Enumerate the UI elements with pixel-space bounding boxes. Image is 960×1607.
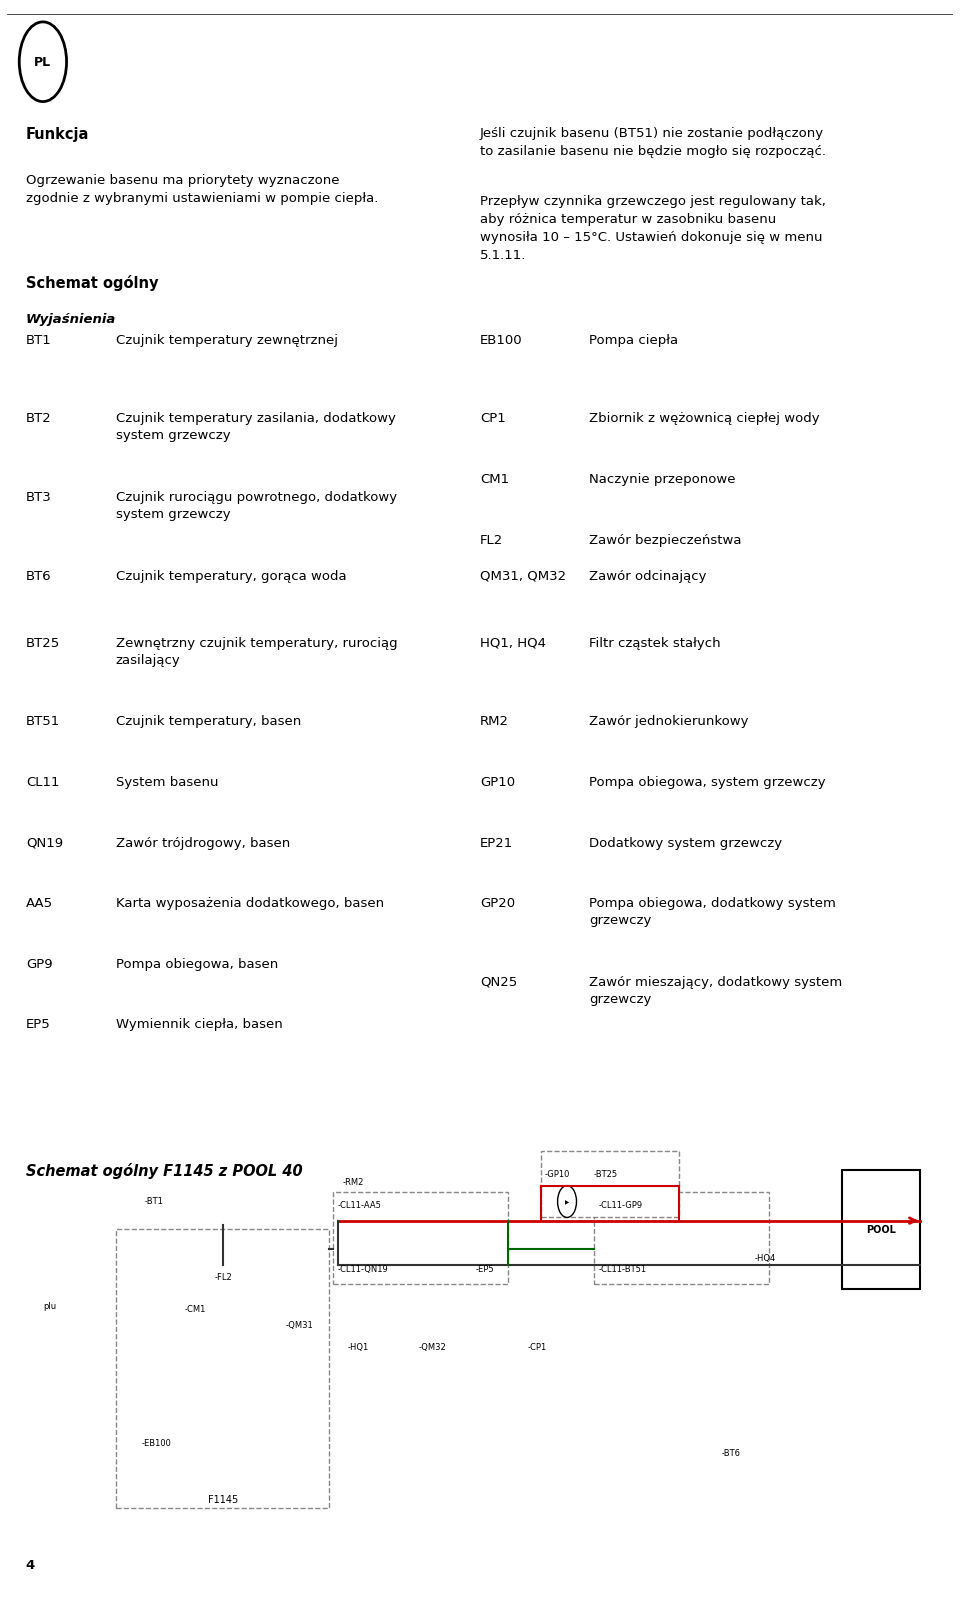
- Text: -BT25: -BT25: [593, 1168, 617, 1178]
- Text: -GP10: -GP10: [544, 1168, 569, 1178]
- Text: Pompa ciepła: Pompa ciepła: [588, 334, 678, 347]
- Text: F1145: F1145: [207, 1495, 238, 1504]
- Text: EP21: EP21: [480, 836, 514, 848]
- Bar: [593, 1192, 769, 1284]
- Text: Jeśli czujnik basenu (BT51) nie zostanie podłączony
to zasilanie basenu nie będz: Jeśli czujnik basenu (BT51) nie zostanie…: [480, 127, 826, 157]
- Text: BT6: BT6: [26, 569, 52, 583]
- Bar: [842, 1170, 920, 1289]
- Text: CL11: CL11: [26, 776, 60, 789]
- Text: GP9: GP9: [26, 958, 53, 971]
- Text: Czujnik temperatury zewnętrznej: Czujnik temperatury zewnętrznej: [116, 334, 338, 347]
- Text: -CL11-AA5: -CL11-AA5: [338, 1200, 382, 1210]
- Text: Schemat ogólny F1145 z POOL 40: Schemat ogólny F1145 z POOL 40: [26, 1162, 302, 1178]
- Text: EP5: EP5: [26, 1017, 51, 1030]
- Text: Karta wyposażenia dodatkowego, basen: Karta wyposażenia dodatkowego, basen: [116, 897, 384, 910]
- Text: QN25: QN25: [480, 975, 517, 988]
- Text: -BT6: -BT6: [721, 1448, 740, 1456]
- Text: Czujnik temperatury, gorąca woda: Czujnik temperatury, gorąca woda: [116, 569, 347, 583]
- Text: Filtr cząstek stałych: Filtr cząstek stałych: [588, 636, 720, 649]
- Text: Zawór odcinający: Zawór odcinający: [588, 569, 707, 583]
- Text: BT25: BT25: [26, 636, 60, 649]
- Text: EB100: EB100: [480, 334, 522, 347]
- Text: -RM2: -RM2: [343, 1176, 364, 1186]
- Text: Schemat ogólny: Schemat ogólny: [26, 275, 158, 291]
- Text: -CL11-QN19: -CL11-QN19: [338, 1265, 389, 1273]
- Text: Naczynie przeponowe: Naczynie przeponowe: [588, 472, 735, 485]
- Text: PL: PL: [35, 56, 52, 69]
- Text: FL2: FL2: [480, 534, 503, 546]
- Text: System basenu: System basenu: [116, 776, 218, 789]
- Text: -EB100: -EB100: [141, 1438, 171, 1448]
- Text: Czujnik temperatury, basen: Czujnik temperatury, basen: [116, 715, 301, 728]
- Text: -CP1: -CP1: [527, 1342, 546, 1351]
- Text: BT1: BT1: [26, 334, 52, 347]
- Text: Czujnik rurociągu powrotnego, dodatkowy
system grzewczy: Czujnik rurociągu powrotnego, dodatkowy …: [116, 490, 396, 521]
- Text: -CM1: -CM1: [185, 1305, 206, 1313]
- Text: CM1: CM1: [480, 472, 509, 485]
- Text: 4: 4: [26, 1559, 36, 1572]
- Text: BT3: BT3: [26, 490, 52, 505]
- Text: BT2: BT2: [26, 413, 52, 426]
- Text: Pompa obiegowa, dodatkowy system
grzewczy: Pompa obiegowa, dodatkowy system grzewcz…: [588, 897, 835, 927]
- Text: Dodatkowy system grzewczy: Dodatkowy system grzewczy: [588, 836, 782, 848]
- Text: -HQ4: -HQ4: [755, 1253, 776, 1263]
- Text: Ogrzewanie basenu ma priorytety wyznaczone
zgodnie z wybranymi ustawieniami w po: Ogrzewanie basenu ma priorytety wyznaczo…: [26, 174, 378, 206]
- Bar: [116, 1229, 328, 1507]
- Text: Zawór jednokierunkowy: Zawór jednokierunkowy: [588, 715, 748, 728]
- Text: Pompa obiegowa, basen: Pompa obiegowa, basen: [116, 958, 278, 971]
- Text: AA5: AA5: [26, 897, 53, 910]
- Bar: [541, 1151, 679, 1218]
- Text: Zewnętrzny czujnik temperatury, rurociąg
zasilający: Zewnętrzny czujnik temperatury, rurociąg…: [116, 636, 397, 667]
- Text: QN19: QN19: [26, 836, 63, 848]
- Text: -CL11-BT51: -CL11-BT51: [598, 1265, 646, 1273]
- Text: Przepływ czynnika grzewczego jest regulowany tak,
aby różnica temperatur w zasob: Przepływ czynnika grzewczego jest regulo…: [480, 194, 826, 262]
- Text: RM2: RM2: [480, 715, 509, 728]
- Text: ▶: ▶: [564, 1199, 569, 1204]
- Text: Zawór mieszający, dodatkowy system
grzewczy: Zawór mieszający, dodatkowy system grzew…: [588, 975, 842, 1006]
- Text: Funkcja: Funkcja: [26, 127, 89, 141]
- Text: BT51: BT51: [26, 715, 60, 728]
- Text: Pompa obiegowa, system grzewczy: Pompa obiegowa, system grzewczy: [588, 776, 826, 789]
- Text: -HQ1: -HQ1: [348, 1342, 369, 1351]
- Text: Wyjaśnienia: Wyjaśnienia: [26, 313, 116, 326]
- Bar: [333, 1192, 509, 1284]
- Text: CP1: CP1: [480, 413, 506, 426]
- Text: HQ1, HQ4: HQ1, HQ4: [480, 636, 546, 649]
- Text: Zawór bezpieczeństwa: Zawór bezpieczeństwa: [588, 534, 741, 546]
- Text: POOL: POOL: [866, 1225, 896, 1234]
- Text: -FL2: -FL2: [215, 1273, 233, 1281]
- Text: GP20: GP20: [480, 897, 516, 910]
- Text: plu: plu: [43, 1302, 56, 1310]
- Text: -QM31: -QM31: [286, 1321, 314, 1329]
- Text: -BT1: -BT1: [144, 1196, 163, 1205]
- Text: Zbiornik z wężownicą ciepłej wody: Zbiornik z wężownicą ciepłej wody: [588, 413, 820, 426]
- Text: GP10: GP10: [480, 776, 516, 789]
- Text: Wymiennik ciepła, basen: Wymiennik ciepła, basen: [116, 1017, 282, 1030]
- Text: Czujnik temperatury zasilania, dodatkowy
system grzewczy: Czujnik temperatury zasilania, dodatkowy…: [116, 413, 396, 442]
- Text: Zawór trójdrogowy, basen: Zawór trójdrogowy, basen: [116, 836, 290, 848]
- Text: -QM32: -QM32: [419, 1342, 446, 1351]
- Text: -EP5: -EP5: [475, 1265, 493, 1273]
- Text: QM31, QM32: QM31, QM32: [480, 569, 566, 583]
- Text: -CL11-GP9: -CL11-GP9: [598, 1200, 642, 1210]
